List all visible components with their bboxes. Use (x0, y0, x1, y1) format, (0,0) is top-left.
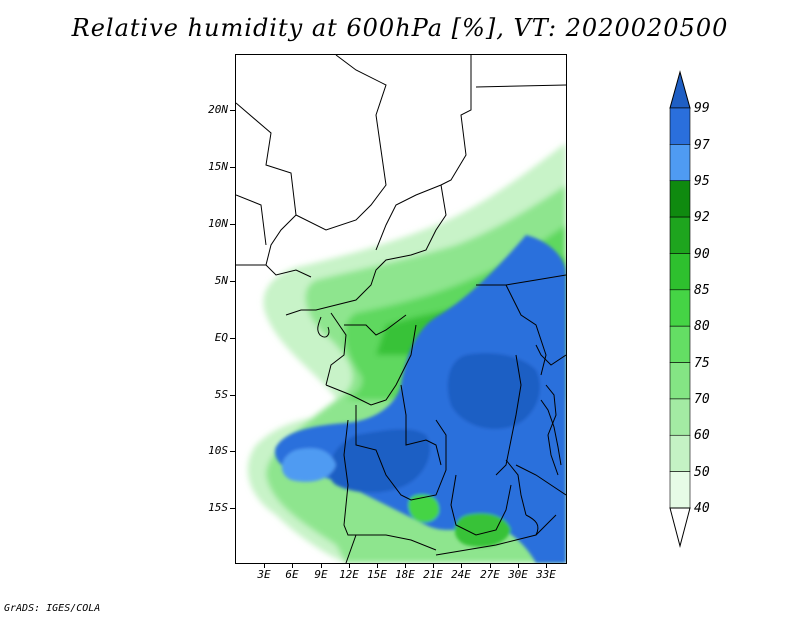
lat-tick (230, 110, 235, 111)
lat-tick (230, 281, 235, 282)
lon-tick (321, 563, 322, 568)
colorbar-label: 99 (694, 101, 710, 116)
colorbar-label: 40 (694, 501, 710, 516)
lat-label: 5S (214, 388, 228, 401)
colorbar-label: 85 (694, 283, 710, 298)
lat-label: 5N (214, 274, 228, 287)
lon-label: 9E (314, 568, 328, 581)
lon-tick (377, 563, 378, 568)
lon-label: 24E (451, 568, 471, 581)
lon-label: 27E (480, 568, 500, 581)
lat-tick (230, 508, 235, 509)
map-title: Relative humidity at 600hPa [%], VT: 202… (71, 14, 729, 42)
lon-tick (518, 563, 519, 568)
lat-label: 20N (208, 103, 228, 116)
lon-tick (264, 563, 265, 568)
colorbar-label: 95 (694, 174, 710, 189)
colorbar-segment (669, 471, 691, 509)
lon-label: 3E (257, 568, 271, 581)
lon-tick (546, 563, 547, 568)
lat-tick (230, 395, 235, 396)
colorbar-segment (669, 107, 691, 145)
colorbar-segment (669, 362, 691, 400)
colorbar-bottom-arrow (669, 507, 691, 548)
lon-tick (292, 563, 293, 568)
colorbar-segment (669, 253, 691, 291)
colorbar-top-arrow (669, 70, 691, 109)
map-panel (235, 54, 567, 564)
lon-label: 12E (339, 568, 359, 581)
lat-label: 10N (208, 217, 228, 230)
lat-label: 15N (208, 160, 228, 173)
lon-label: 15E (367, 568, 387, 581)
lon-tick (433, 563, 434, 568)
colorbar-segment (669, 398, 691, 436)
colorbar-label: 97 (694, 138, 710, 153)
lat-label: EQ (214, 331, 228, 344)
colorbar (669, 70, 691, 548)
credit-text: GrADS: IGES/COLA (4, 603, 101, 614)
colorbar-segment (669, 180, 691, 218)
humidity-field (236, 55, 566, 563)
colorbar-segment (669, 289, 691, 327)
colorbar-segment (669, 216, 691, 254)
lat-tick (230, 338, 235, 339)
colorbar-label: 60 (694, 428, 710, 443)
colorbar-label: 50 (694, 465, 710, 480)
colorbar-label: 75 (694, 356, 710, 371)
lon-label: 33E (536, 568, 556, 581)
lat-tick (230, 451, 235, 452)
colorbar-label: 90 (694, 247, 710, 262)
colorbar-segment (669, 434, 691, 472)
lat-label: 10S (208, 444, 228, 457)
lon-label: 18E (395, 568, 415, 581)
lon-label: 6E (285, 568, 299, 581)
lon-label: 21E (423, 568, 443, 581)
lon-tick (405, 563, 406, 568)
lon-label: 30E (508, 568, 528, 581)
lat-tick (230, 224, 235, 225)
lon-tick (349, 563, 350, 568)
lat-label: 15S (208, 501, 228, 514)
colorbar-segment (669, 144, 691, 182)
colorbar-segment (669, 325, 691, 363)
lon-tick (461, 563, 462, 568)
lon-tick (490, 563, 491, 568)
colorbar-label: 70 (694, 392, 710, 407)
lat-tick (230, 167, 235, 168)
colorbar-label: 92 (694, 210, 710, 225)
colorbar-label: 80 (694, 319, 710, 334)
